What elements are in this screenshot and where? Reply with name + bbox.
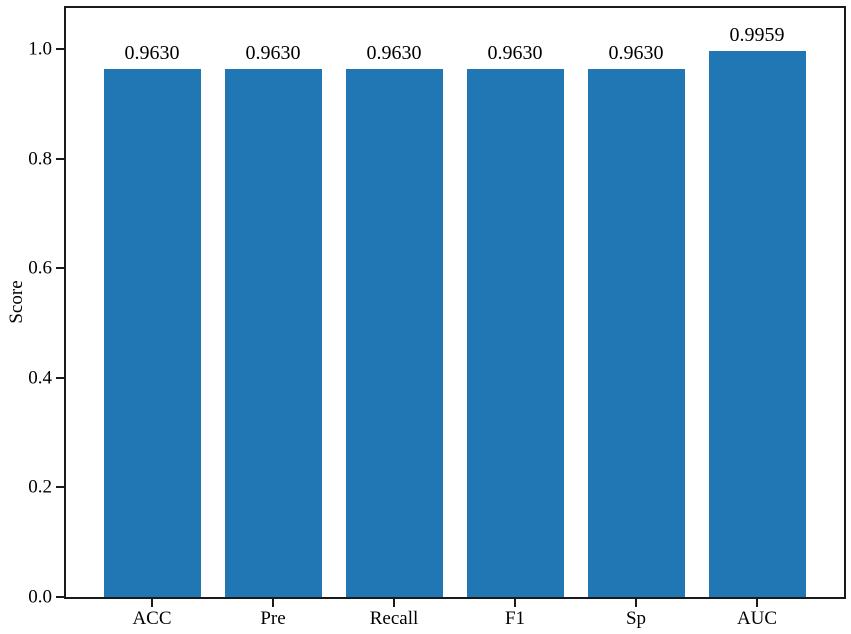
y-axis-label: Score <box>6 280 27 324</box>
x-tick-label-recall: Recall <box>369 608 419 629</box>
x-tick-label-sp: Sp <box>625 608 647 629</box>
x-tick-mark-f1 <box>514 599 516 607</box>
y-tick-label-0.2: 0.2 <box>28 476 52 498</box>
y-tick-label-0.0: 0.0 <box>28 586 52 608</box>
y-tick-label-0.4: 0.4 <box>28 367 52 389</box>
bar-auc <box>708 51 806 597</box>
x-tick-mark-recall <box>393 599 395 607</box>
x-tick-label-auc: AUC <box>736 608 778 629</box>
x-tick-label-f1: F1 <box>504 608 526 629</box>
y-tick-mark-0.2 <box>56 486 64 489</box>
y-tick-mark-0.8 <box>56 157 64 160</box>
x-tick-mark-acc <box>151 599 153 607</box>
bar-sp <box>587 69 685 597</box>
bar-recall <box>345 69 443 597</box>
y-tick-label-0.8: 0.8 <box>28 148 52 170</box>
bar-f1 <box>466 69 564 597</box>
bar-value-label-pre: 0.9630 <box>245 42 301 64</box>
x-tick-mark-sp <box>635 599 637 607</box>
y-tick-mark-0.0 <box>56 596 64 598</box>
y-tick-label-1.0: 1.0 <box>28 38 52 60</box>
bar-acc <box>103 69 201 597</box>
x-tick-mark-auc <box>756 599 758 607</box>
bar-value-label-acc: 0.9630 <box>124 42 180 64</box>
y-tick-label-0.6: 0.6 <box>28 257 52 279</box>
plot-area: 0.9630 ACC 0.9630 Pre 0.9630 Recall 0.9630 F1 0.… <box>28 6 846 628</box>
bar-value-label-sp: 0.9630 <box>608 42 664 64</box>
x-tick-mark-pre <box>272 599 274 607</box>
x-tick-label-acc: ACC <box>132 608 172 629</box>
bar-value-label-f1: 0.9630 <box>487 42 543 64</box>
bar-value-label-auc: 0.9959 <box>729 24 785 46</box>
y-tick-mark-0.6 <box>56 267 64 270</box>
bar-value-label-recall: 0.9630 <box>366 42 422 64</box>
y-tick-mark-1.0 <box>56 48 64 50</box>
bar-pre <box>224 69 322 597</box>
y-tick-mark-0.4 <box>56 376 64 379</box>
x-tick-label-pre: Pre <box>260 608 286 629</box>
